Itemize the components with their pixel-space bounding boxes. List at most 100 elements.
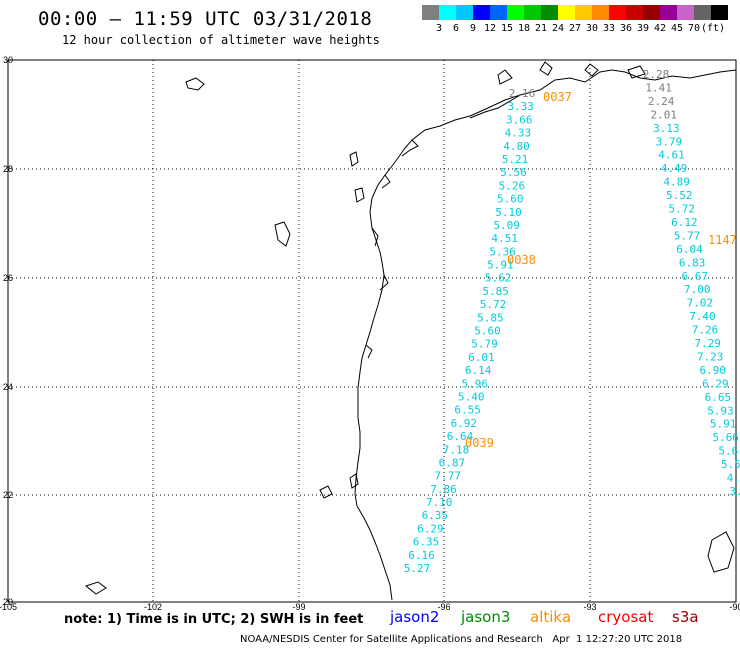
swh-value: 5.40 — [458, 390, 485, 403]
swh-value: 6.67 — [681, 270, 708, 283]
satellite-legend-altika: altika — [530, 608, 572, 626]
scale-label: 33 — [602, 23, 616, 34]
scale-label: 18 — [517, 23, 531, 34]
swh-value: 6.29 — [702, 377, 729, 390]
swh-value: 5.21 — [502, 153, 529, 166]
lake-outline — [185, 77, 205, 91]
swh-value: 6.35 — [422, 509, 449, 522]
scale-label: 42 — [653, 23, 667, 34]
swh-value: 6.90 — [700, 364, 727, 377]
swh-value: 6.83 — [679, 256, 706, 269]
swh-value: 5.27 — [404, 562, 431, 575]
swh-value: 5.6 — [718, 445, 738, 458]
lon-label: -99 — [292, 602, 305, 612]
lake-outline — [349, 151, 359, 167]
swh-value: 5.91 — [710, 418, 737, 431]
coastline-inner — [365, 94, 521, 359]
map-frame — [7, 59, 737, 603]
swh-value: 5.66 — [712, 431, 739, 444]
swh-value: 5.77 — [674, 229, 701, 242]
swh-value: 6.29 — [417, 522, 444, 535]
coastline — [354, 69, 737, 601]
swh-value: 5.91 — [487, 259, 514, 272]
swh-value: 6.35 — [413, 536, 440, 549]
scale-label: 24 — [551, 23, 565, 34]
satellite-legend-s3a: s3a — [672, 608, 699, 626]
satellite-legend-jason2: jason2 — [390, 608, 440, 626]
swh-value: 4.61 — [658, 149, 685, 162]
lat-label: 24 — [3, 382, 13, 392]
swh-value: 5.72 — [669, 203, 696, 216]
swh-value: 2.01 — [650, 108, 677, 121]
swh-value: 4. — [727, 472, 740, 485]
swh-value: 5.52 — [666, 189, 693, 202]
map-subtitle: 12 hour collection of altimeter wave hei… — [62, 33, 380, 47]
swh-value: 3. — [729, 485, 740, 498]
graticule — [8, 60, 736, 602]
swh-value: 6.14 — [465, 364, 492, 377]
swh-value: 6.65 — [705, 391, 732, 404]
scale-label: 6 — [452, 23, 460, 34]
lat-label: 22 — [3, 490, 13, 500]
swh-value: 5.96 — [461, 377, 488, 390]
swh-value: 7.10 — [426, 496, 453, 509]
track-west: 2.163.333.664.334.805.215.565.265.605.10… — [404, 87, 536, 575]
swh-value: 2.24 — [648, 95, 675, 108]
lake-outline — [319, 485, 333, 499]
lake-outline — [274, 221, 291, 247]
pass-time-label: 0038 — [507, 253, 536, 267]
lat-label: 26 — [3, 273, 13, 283]
lon-label: -96 — [437, 602, 450, 612]
scale-label: 9 — [469, 23, 477, 34]
footer-credit: NOAA/NESDIS Center for Satellite Applica… — [240, 634, 683, 645]
lake-outline — [354, 187, 365, 203]
lake-outline — [707, 531, 735, 573]
satellite-legend-jason3: jason3 — [461, 608, 511, 626]
swh-value: 3.66 — [506, 113, 533, 126]
footer-note: note: 1) Time is in UTC; 2) SWH is in fe… — [64, 612, 364, 627]
satellite-legend-cryosat: cryosat — [598, 608, 654, 626]
swh-value: 1.41 — [645, 81, 672, 94]
scale-label: (ft) — [701, 23, 726, 34]
swh-value: 5.26 — [499, 179, 526, 192]
swh-value: 5.10 — [495, 206, 522, 219]
scale-label: 12 — [483, 23, 497, 34]
swh-value: 5.85 — [477, 311, 504, 324]
lon-label: -93 — [583, 602, 596, 612]
swh-value: 7.23 — [697, 350, 724, 363]
swh-value: 6.87 — [439, 456, 466, 469]
swh-value: 4.89 — [663, 176, 690, 189]
swh-value: 7.00 — [684, 283, 711, 296]
scale-label: 30 — [585, 23, 599, 34]
swh-value: 6.64 — [447, 430, 474, 443]
swh-value: 5.85 — [482, 285, 509, 298]
swh-value: 7.02 — [687, 297, 714, 310]
swh-value: 4.49 — [661, 162, 688, 175]
swh-value: 6.92 — [451, 417, 478, 430]
swh-value: 6.04 — [676, 243, 703, 256]
pass-time-label: 1147 — [708, 233, 737, 247]
swh-value: 5.79 — [471, 338, 498, 351]
swh-value: 5.62 — [485, 272, 512, 285]
swh-value: 6.12 — [671, 216, 698, 229]
lon-label: -105 — [0, 602, 17, 612]
scale-label: 15 — [500, 23, 514, 34]
swh-value: 4.33 — [505, 127, 532, 140]
swh-value: 7.86 — [430, 483, 457, 496]
lon-label: -90 — [729, 602, 740, 612]
scale-label: 36 — [619, 23, 633, 34]
track-east: 2.281.412.242.013.133.794.614.494.895.52… — [643, 68, 740, 498]
swh-value: 5.93 — [707, 404, 734, 417]
map-title: 00:00 — 11:59 UTC 03/31/2018 — [38, 8, 373, 30]
swh-value: 6.55 — [454, 404, 481, 417]
swh-value: 5.56 — [500, 166, 527, 179]
swh-value: 3.33 — [507, 100, 534, 113]
swh-value: 3.13 — [653, 122, 680, 135]
swh-value: 5.5 — [721, 458, 740, 471]
swh-value: 2.28 — [643, 68, 670, 81]
swh-value: 4.51 — [491, 232, 518, 245]
swh-value: 3.79 — [656, 135, 683, 148]
scale-label: 21 — [534, 23, 548, 34]
swh-value: 2.16 — [509, 87, 536, 100]
swh-value: 5.36 — [489, 245, 516, 258]
